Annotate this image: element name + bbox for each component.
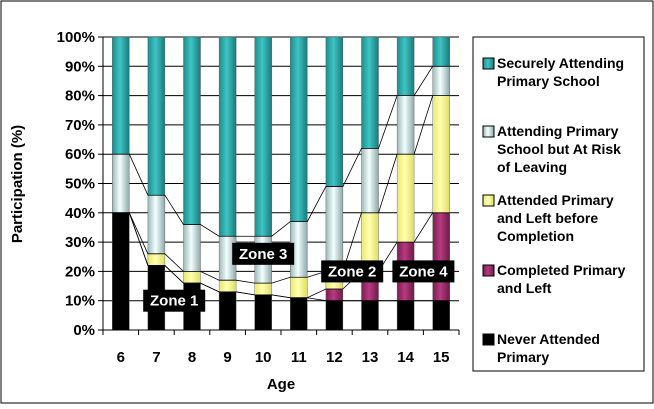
x-tick-label: 13 <box>362 349 379 366</box>
y-tick-label: 100% <box>57 29 95 46</box>
bar-segment <box>290 277 308 298</box>
zone-annotations: Zone 1 Zone 3 Zone 2 Zone 4 <box>143 242 455 312</box>
bar-segment <box>183 36 201 225</box>
y-tick-label: 0% <box>73 322 95 339</box>
zone-label: Zone 2 <box>321 260 384 283</box>
bar-segment <box>432 66 450 96</box>
y-tick-label: 40% <box>65 205 95 222</box>
bar-segment <box>432 95 450 213</box>
bar-segment <box>361 148 379 213</box>
bar-segment <box>290 297 308 331</box>
zone-label: Zone 3 <box>232 242 295 265</box>
bar-segment <box>254 282 272 296</box>
bar-segment <box>147 195 166 255</box>
zone-label-box <box>392 260 455 283</box>
zone-label-text: Zone 2 <box>328 263 376 280</box>
legend-entry: Attended Primary and Left before Completio… <box>482 192 614 244</box>
bar-segment <box>183 224 201 272</box>
x-tick-label: 7 <box>152 349 160 366</box>
legend-swatch <box>482 264 495 277</box>
y-tick-label: 20% <box>65 263 95 280</box>
zone-label-text: Zone 3 <box>239 246 287 263</box>
zone-label: Zone 1 <box>143 289 206 312</box>
series-connector-line <box>112 95 450 284</box>
zone-label-box <box>143 289 206 312</box>
legend-label: Securely Attending Primary School <box>497 55 624 89</box>
bar-segment <box>325 300 344 331</box>
y-tick-label: 90% <box>65 58 95 75</box>
series-connector-line <box>112 212 450 299</box>
legend-label: Attending Primary School but At Risk of Le… <box>497 123 621 175</box>
legend-entry: Attending Primary School but At Risk of Le… <box>482 123 621 175</box>
legend-label: Completed Primary and Left <box>497 262 626 296</box>
y-tick-label: 30% <box>65 234 95 251</box>
bar-segment <box>290 36 308 222</box>
bar-segment <box>361 36 379 149</box>
bar-segment <box>432 36 450 67</box>
bar-segment <box>147 253 166 266</box>
bar-segment <box>361 300 379 331</box>
bar-segment <box>432 212 450 301</box>
bar-segment <box>396 36 415 96</box>
x-tick-label: 15 <box>433 349 450 366</box>
legend-entry: Never Attended Primary <box>482 331 600 365</box>
legend-entry: Completed Primary and Left <box>482 262 626 296</box>
bar-segment <box>218 36 237 237</box>
y-axis-title: Participation (%) <box>9 125 26 243</box>
zone-label-text: Zone 1 <box>150 293 198 310</box>
bar-segment <box>396 300 415 331</box>
bar-segment <box>254 294 272 331</box>
bar-segment <box>112 153 130 213</box>
legend-swatch <box>482 194 495 207</box>
y-tick-label: 70% <box>65 117 95 134</box>
bar-segment <box>254 36 272 237</box>
legend-entry: Securely Attending Primary School <box>482 55 624 89</box>
legend-frame <box>472 36 645 372</box>
legend-label: Attended Primary and Left before Completio… <box>497 192 614 244</box>
bar-segment <box>325 186 344 272</box>
bar-segment <box>112 212 130 331</box>
bar-segment <box>432 300 450 331</box>
y-tick-labels: 0% 10% 20% 30% 40% 50% 60% 70% 80% 90% 100% <box>57 29 103 339</box>
zone-label-text: Zone 4 <box>399 263 448 280</box>
zone-label-box <box>232 242 295 265</box>
bar-segment <box>112 36 130 155</box>
bar-segment <box>396 153 415 243</box>
x-tick-label: 8 <box>188 349 196 366</box>
x-tick-label: 6 <box>117 349 125 366</box>
x-tick-label: 11 <box>291 349 307 366</box>
y-tick-label: 60% <box>65 146 95 163</box>
zone-lines <box>112 65 450 302</box>
x-tick-label: 10 <box>255 349 272 366</box>
legend-swatch <box>482 125 495 138</box>
x-tick-label: 14 <box>397 349 414 366</box>
x-axis-title: Age <box>267 376 295 393</box>
bar-segment <box>183 271 201 284</box>
legend-swatch <box>482 333 495 346</box>
y-tick-label: 80% <box>65 88 95 105</box>
x-tick-label: 12 <box>326 349 343 366</box>
y-tick-label: 10% <box>65 293 95 310</box>
legend-swatch <box>482 57 495 70</box>
x-tick-label: 9 <box>223 349 231 366</box>
bar-segment <box>325 36 344 187</box>
legend-label: Never Attended Primary <box>497 331 600 365</box>
bar-segment <box>396 95 415 155</box>
series-connector-line <box>112 65 450 237</box>
legend: Securely Attending Primary School Attendin… <box>472 36 645 372</box>
zone-label: Zone 4 <box>392 260 455 283</box>
bar-segment <box>147 36 166 196</box>
bar-segment <box>218 291 237 331</box>
bar-segment <box>325 288 344 301</box>
zone-label-box <box>321 260 384 283</box>
x-tick-labels: 6 7 8 9 10 11 12 13 14 15 <box>102 330 460 366</box>
bar-segment <box>218 279 237 293</box>
y-tick-label: 50% <box>65 176 95 193</box>
